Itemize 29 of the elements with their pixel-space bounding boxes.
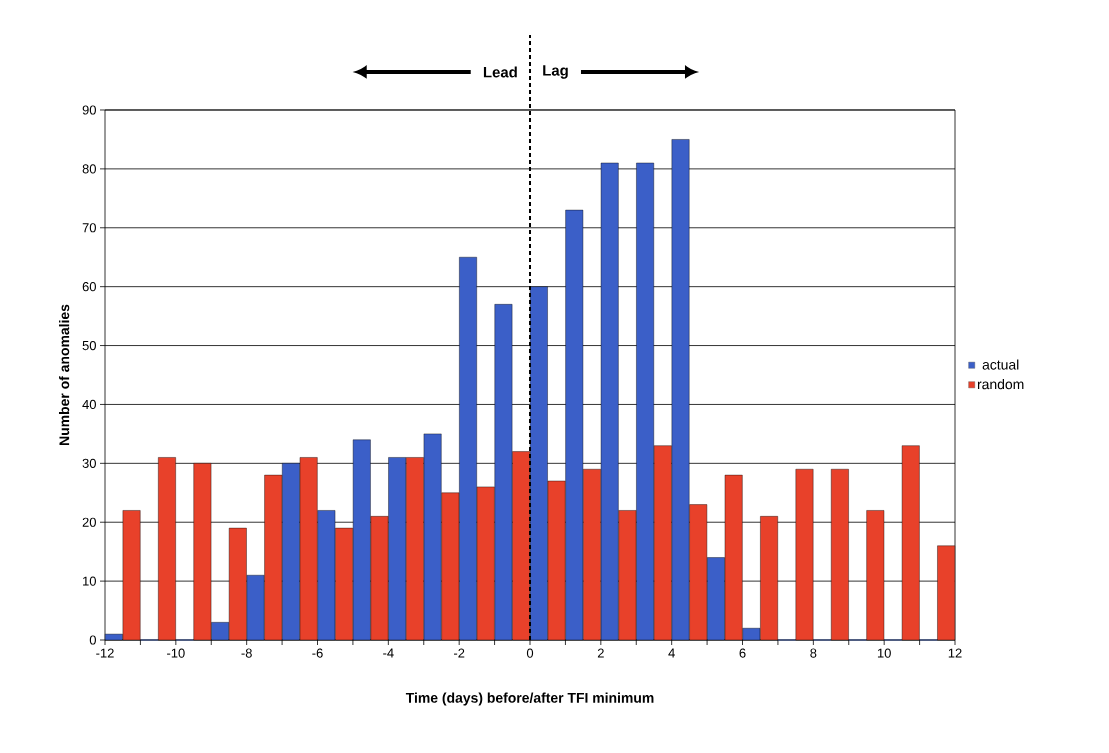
x-axis-title: Time (days) before/after TFI minimum — [405, 692, 654, 706]
x-tick-label: -4 — [383, 648, 394, 658]
x-tick-label: 8 — [810, 648, 817, 658]
x-tick-label: -8 — [241, 648, 252, 658]
x-tick-label: -6 — [312, 648, 323, 658]
y-tick-label: 0 — [89, 635, 96, 645]
y-tick-label: 10 — [83, 576, 96, 586]
y-tick-label: 30 — [82, 458, 96, 468]
x-tick-label: 12 — [948, 648, 962, 658]
y-tick-label: 40 — [82, 399, 96, 410]
y-axis-title: Number of anomalies — [58, 304, 70, 445]
y-tick-label: 20 — [82, 517, 96, 527]
legend-label: random — [977, 378, 1024, 390]
x-tick-label: -2 — [453, 648, 465, 658]
x-tick-label: 0 — [526, 648, 534, 658]
legend-label: actual — [982, 359, 1019, 370]
y-tick-label: 90 — [82, 105, 96, 115]
x-tick-label: 6 — [739, 648, 746, 658]
y-tick-label: 50 — [82, 340, 96, 351]
text: Lag — [543, 65, 568, 79]
y-tick-label: 70 — [82, 223, 96, 233]
x-tick-label: -10 — [167, 648, 185, 658]
x-tick-label: 2 — [597, 648, 604, 658]
y-tick-label: 60 — [82, 282, 96, 292]
text: Lead — [483, 66, 517, 78]
x-tick-label: -12 — [96, 648, 114, 658]
y-tick-label: 80 — [82, 164, 96, 174]
x-tick-label: 4 — [668, 648, 675, 658]
x-tick-label: 10 — [877, 648, 891, 658]
